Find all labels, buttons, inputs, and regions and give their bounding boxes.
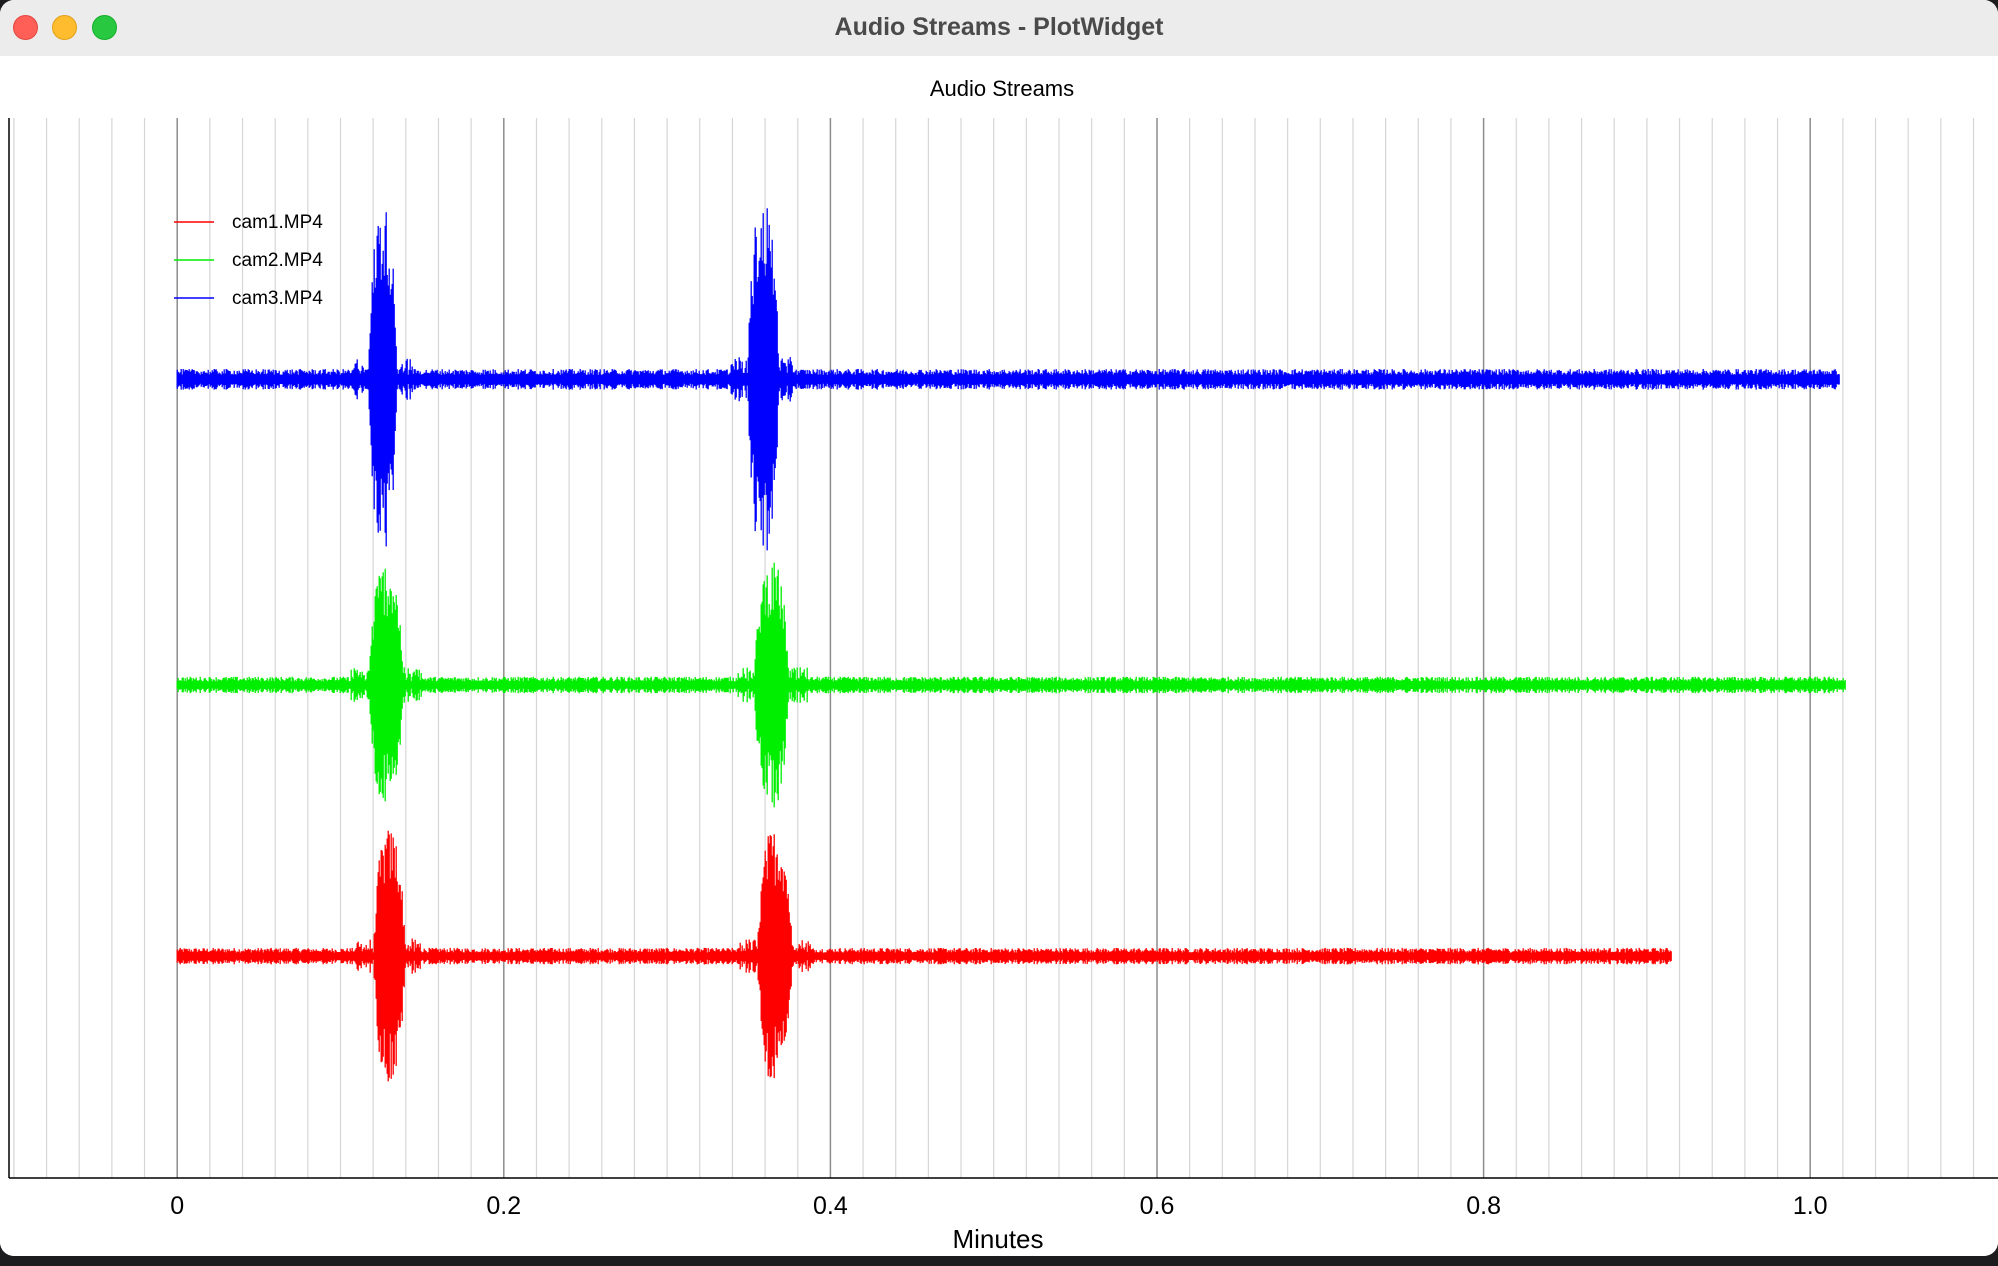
series-line-cam2-mp4	[177, 563, 1845, 808]
audio-streams-chart[interactable]: Audio Streams 0 0.2 0.4 0.6 0.8 1.0 Minutes c…	[0, 56, 1998, 1256]
plot-widget[interactable]: Audio Streams 0 0.2 0.4 0.6 0.8 1.0 Minutes c…	[0, 56, 1998, 1256]
series-line-cam1-mp4	[177, 831, 1671, 1082]
x-tick-label: 0	[170, 1192, 184, 1220]
series-line-cam3-mp4	[177, 208, 1839, 550]
x-tick-label: 0.2	[486, 1192, 521, 1220]
x-tick-label: 0.4	[813, 1192, 848, 1220]
window-title: Audio Streams - PlotWidget	[0, 0, 1998, 56]
legend-label: cam2.MP4	[232, 250, 323, 271]
legend-label: cam1.MP4	[232, 212, 323, 233]
x-axis-label: Minutes	[952, 1224, 1043, 1254]
chart-title: Audio Streams	[930, 76, 1074, 101]
x-tick-label: 1.0	[1793, 1192, 1828, 1220]
series-group	[177, 208, 1845, 1081]
x-tick-label: 0.8	[1466, 1192, 1501, 1220]
x-tick-label: 0.6	[1140, 1192, 1175, 1220]
title-bar: Audio Streams - PlotWidget	[0, 0, 1998, 57]
legend-label: cam3.MP4	[232, 288, 323, 309]
x-tick-labels: 0 0.2 0.4 0.6 0.8 1.0	[170, 1192, 1827, 1220]
grid-lines	[14, 118, 1974, 1178]
legend: cam1.MP4 cam2.MP4 cam3.MP4	[174, 212, 323, 309]
